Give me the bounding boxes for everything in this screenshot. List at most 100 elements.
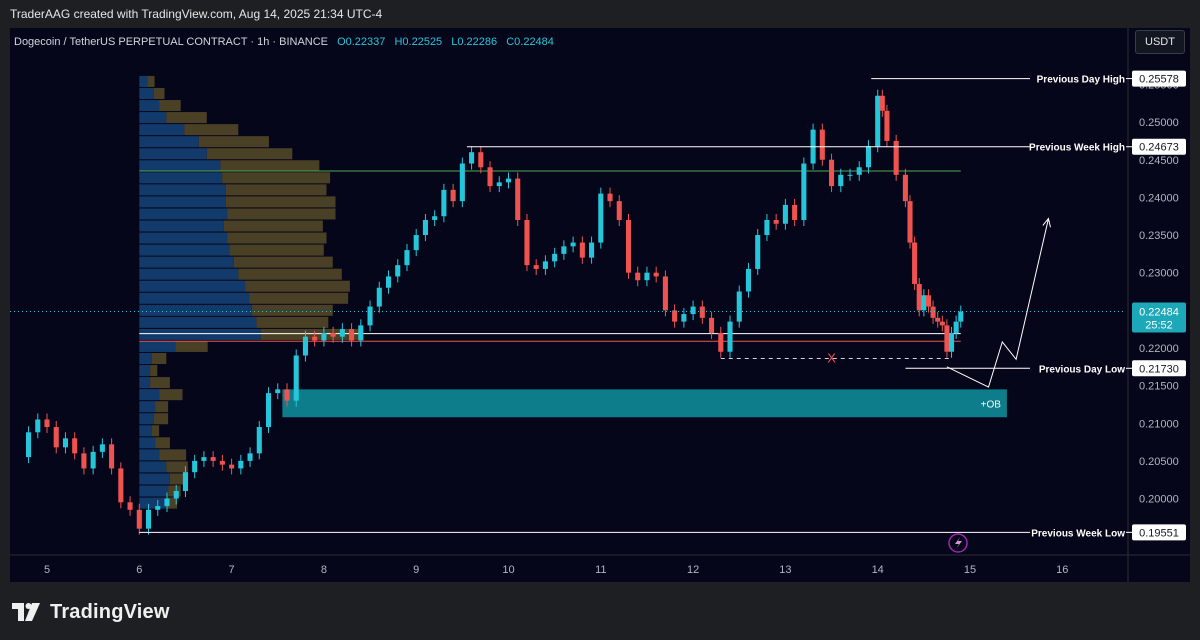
x-tick-label: 11 bbox=[595, 564, 606, 576]
down-candle bbox=[672, 310, 678, 322]
down-candle bbox=[625, 219, 632, 273]
volume-profile-down-bar bbox=[166, 497, 178, 509]
down-candle bbox=[930, 306, 936, 318]
y-tick-label: 0.20500 bbox=[1139, 456, 1179, 468]
volume-profile-up-bar bbox=[139, 304, 252, 316]
level-price-label: 0.21730 bbox=[1139, 363, 1179, 375]
close-value: C0.22484 bbox=[506, 36, 554, 48]
down-candle bbox=[902, 174, 908, 202]
down-candle bbox=[939, 321, 945, 326]
down-candle bbox=[109, 444, 115, 469]
volume-profile-down-bar bbox=[222, 172, 331, 184]
up-candle bbox=[764, 219, 770, 236]
up-candle bbox=[505, 178, 512, 183]
up-candle bbox=[293, 355, 299, 401]
down-candle bbox=[635, 272, 641, 281]
volume-profile-down-bar bbox=[260, 328, 360, 340]
volume-profile-up-bar bbox=[139, 184, 226, 196]
level-price-box bbox=[1132, 70, 1186, 87]
volume-profile-down-bar bbox=[150, 377, 170, 389]
volume-profile-up-bar bbox=[139, 160, 221, 172]
volume-profile-down-bar bbox=[225, 184, 327, 196]
up-candle bbox=[589, 242, 595, 258]
tradingview-logo-icon bbox=[12, 603, 40, 621]
level-name-label: Previous Day High bbox=[1037, 75, 1125, 86]
down-candle bbox=[229, 464, 235, 469]
volume-profile-up-bar bbox=[139, 148, 207, 160]
down-candle bbox=[515, 178, 521, 220]
volume-profile-down-bar bbox=[238, 268, 342, 280]
down-candle bbox=[653, 272, 659, 277]
up-candle bbox=[404, 250, 410, 266]
down-candle bbox=[718, 332, 724, 352]
tradingview-logo[interactable]: TradingView bbox=[12, 600, 170, 624]
up-candle bbox=[201, 457, 207, 461]
down-candle bbox=[136, 509, 142, 529]
level-price-label: 0.19551 bbox=[1139, 527, 1179, 539]
volume-profile-up-bar bbox=[139, 377, 151, 389]
volume-profile-up-bar bbox=[139, 473, 170, 485]
down-candle bbox=[524, 219, 530, 266]
x-tick-label: 13 bbox=[779, 564, 791, 576]
up-candle bbox=[847, 174, 853, 176]
up-candle bbox=[459, 163, 465, 202]
x-tick-label: 8 bbox=[321, 564, 327, 576]
up-candle bbox=[376, 287, 382, 307]
up-candle bbox=[856, 167, 862, 175]
down-candle bbox=[127, 502, 133, 510]
volume-profile-down-bar bbox=[245, 280, 350, 292]
volume-profile-down-bar bbox=[198, 136, 269, 148]
up-candle bbox=[99, 444, 105, 452]
level-name-label: Previous Week High bbox=[1029, 143, 1125, 154]
level-price-label: 0.24673 bbox=[1139, 142, 1179, 154]
volume-profile-up-bar bbox=[139, 172, 223, 184]
attribution-text: TraderAAG created with TradingView.com, … bbox=[10, 7, 383, 21]
down-candle bbox=[773, 219, 779, 224]
volume-profile-up-bar bbox=[139, 100, 160, 112]
y-tick-label: 0.24000 bbox=[1139, 192, 1179, 204]
up-candle bbox=[542, 261, 548, 269]
down-candle bbox=[478, 152, 484, 168]
volume-profile-up-bar bbox=[139, 340, 176, 352]
y-tick-label: 0.21500 bbox=[1139, 381, 1179, 393]
x-tick-label: 7 bbox=[229, 564, 235, 576]
down-candle bbox=[819, 129, 825, 160]
level-name-label: Previous Day Low bbox=[1039, 364, 1125, 375]
up-candle bbox=[26, 432, 32, 458]
up-candle bbox=[496, 182, 502, 187]
x-tick-label: 5 bbox=[44, 564, 50, 576]
volume-profile-down-bar bbox=[184, 124, 239, 136]
volume-profile-down-bar bbox=[159, 389, 183, 401]
up-candle bbox=[173, 491, 179, 499]
volume-profile-up-bar bbox=[139, 401, 156, 413]
order-block-label: +OB bbox=[981, 399, 1002, 410]
down-candle bbox=[944, 325, 950, 352]
down-candle bbox=[616, 201, 622, 220]
up-candle bbox=[801, 163, 807, 220]
down-candle bbox=[879, 95, 885, 111]
last-price-label: 0.22484 bbox=[1139, 307, 1179, 319]
volume-profile-down-bar bbox=[227, 208, 336, 220]
level-price-box bbox=[1132, 524, 1186, 541]
down-candle bbox=[312, 336, 318, 341]
volume-profile-down-bar bbox=[153, 413, 169, 425]
up-candle bbox=[413, 235, 419, 251]
volume-profile-up-bar bbox=[139, 389, 160, 401]
currency-button[interactable]: USDT bbox=[1135, 30, 1185, 54]
down-candle bbox=[893, 140, 899, 175]
up-candle bbox=[727, 321, 733, 352]
up-candle bbox=[35, 419, 41, 433]
down-candle bbox=[72, 438, 78, 454]
volume-profile-up-bar bbox=[139, 112, 167, 124]
down-candle bbox=[709, 317, 715, 333]
candlestick-chart[interactable]: 0.260000.255000.250000.245000.240000.235… bbox=[0, 0, 1200, 582]
volume-profile-up-bar bbox=[139, 352, 152, 365]
volume-profile-up-bar bbox=[139, 437, 156, 449]
down-candle bbox=[284, 389, 290, 401]
tradingview-logo-text: TradingView bbox=[50, 600, 170, 623]
up-candle bbox=[358, 325, 364, 341]
up-candle bbox=[598, 193, 604, 243]
projection-path bbox=[946, 218, 1049, 388]
up-candle bbox=[321, 332, 327, 341]
volume-profile-up-bar bbox=[139, 461, 167, 473]
